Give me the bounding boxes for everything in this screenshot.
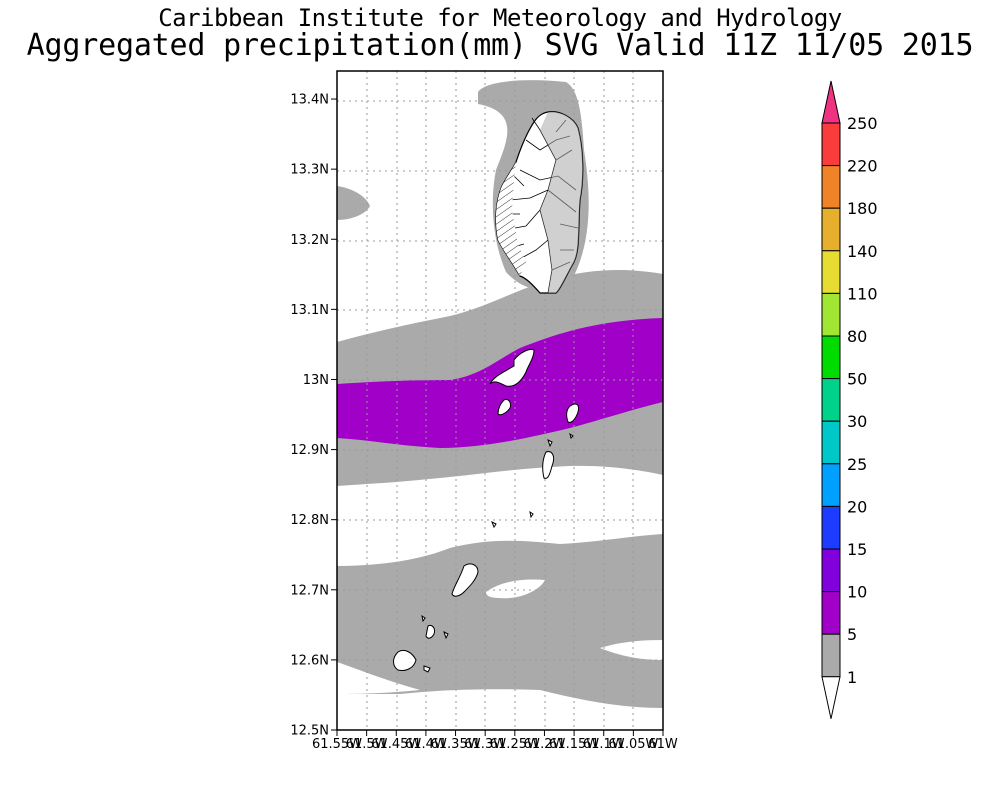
colorbar-segment [821,335,841,380]
lon-tick-label: 61.4W [405,737,447,752]
colorbar-label: 5 [847,625,857,644]
map-frame [336,70,664,731]
colorbar-label: 250 [847,114,878,133]
lat-tick-label: 13.3N [290,163,329,178]
lat-tick-label: 12.7N [290,583,329,598]
lat-tick-label: 13N [303,373,329,388]
precipitation-colorbar: 250 220 180 140 110 80 50 30 25 20 15 10 5 1 [821,80,878,719]
lon-tick-label: 61.45W [371,737,421,752]
colorbar-segment [821,207,841,252]
colorbar-segment [821,378,841,422]
lon-tick-label: 61.2W [524,737,566,752]
latitude-axis: 13.4N 13.3N 13.2N 13.1N 13N 12.9N 12.8N 12.7N 12… [290,93,337,739]
lon-tick-label: 61.35W [431,737,481,752]
colorbar-label: 20 [847,497,867,516]
colorbar-segment [821,505,841,550]
colorbar-segment [821,548,841,593]
colorbar-segment [821,122,841,167]
lat-tick-label: 13.4N [290,93,329,108]
colorbar-label: 1 [847,668,857,687]
colorbar-segment [821,292,841,337]
precip-grey-band-2 [337,534,663,708]
map-plot-area [337,71,663,730]
lon-tick-label: 61.55W [312,737,362,752]
lon-tick-label: 61.05W [608,737,658,752]
colorbar-label: 140 [847,242,878,261]
lat-tick-label: 12.9N [290,443,329,458]
grenadine-islands [393,349,579,673]
colorbar-segment [821,591,841,635]
lat-tick-label: 12.6N [290,653,329,668]
island-st-vincent-shaded [540,111,583,294]
colorbar-segment [821,420,841,465]
precip-white-gap-2 [337,662,420,694]
colorbar-label: 220 [847,157,878,176]
colorbar-segment [821,165,841,209]
title-line-1: Caribbean Institute for Meteorology and … [158,4,842,32]
lon-tick-label: 61.5W [346,737,388,752]
colorbar-segment [821,463,841,507]
colorbar-label: 110 [847,284,878,303]
precip-grey-west-blob [337,186,370,220]
colorbar-bottom-arrow [821,676,841,719]
colorbar-segment [821,633,841,678]
island-st-vincent-hatch-left [495,162,526,276]
colorbar-label: 50 [847,370,867,389]
lon-tick-label: 61W [648,737,678,752]
lon-tick-label: 61.1W [583,737,625,752]
colorbar-label: 180 [847,199,878,218]
colorbar-top-arrow [821,80,841,124]
lon-tick-label: 61.3W [464,737,506,752]
precip-white-gap-3 [600,640,663,660]
colorbar-label: 10 [847,583,867,602]
colorbar-label: 15 [847,540,867,559]
title-line-2: Aggregated precipitation(mm) SVG Valid 1… [26,28,974,63]
lat-tick-label: 13.1N [290,303,329,318]
colorbar-label: 25 [847,455,867,474]
lon-tick-label: 61.15W [549,737,599,752]
colorbar-label: 80 [847,327,867,346]
lon-tick-label: 61.25W [490,737,540,752]
colorbar-segment [821,250,841,294]
lat-tick-label: 12.5N [290,724,329,739]
longitude-axis: 61.55W61.5W61.45W61.4W61.35W61.3W61.25W6… [312,730,678,752]
colorbar-label: 30 [847,412,867,431]
lat-tick-label: 13.2N [290,233,329,248]
lat-tick-label: 12.8N [290,513,329,528]
